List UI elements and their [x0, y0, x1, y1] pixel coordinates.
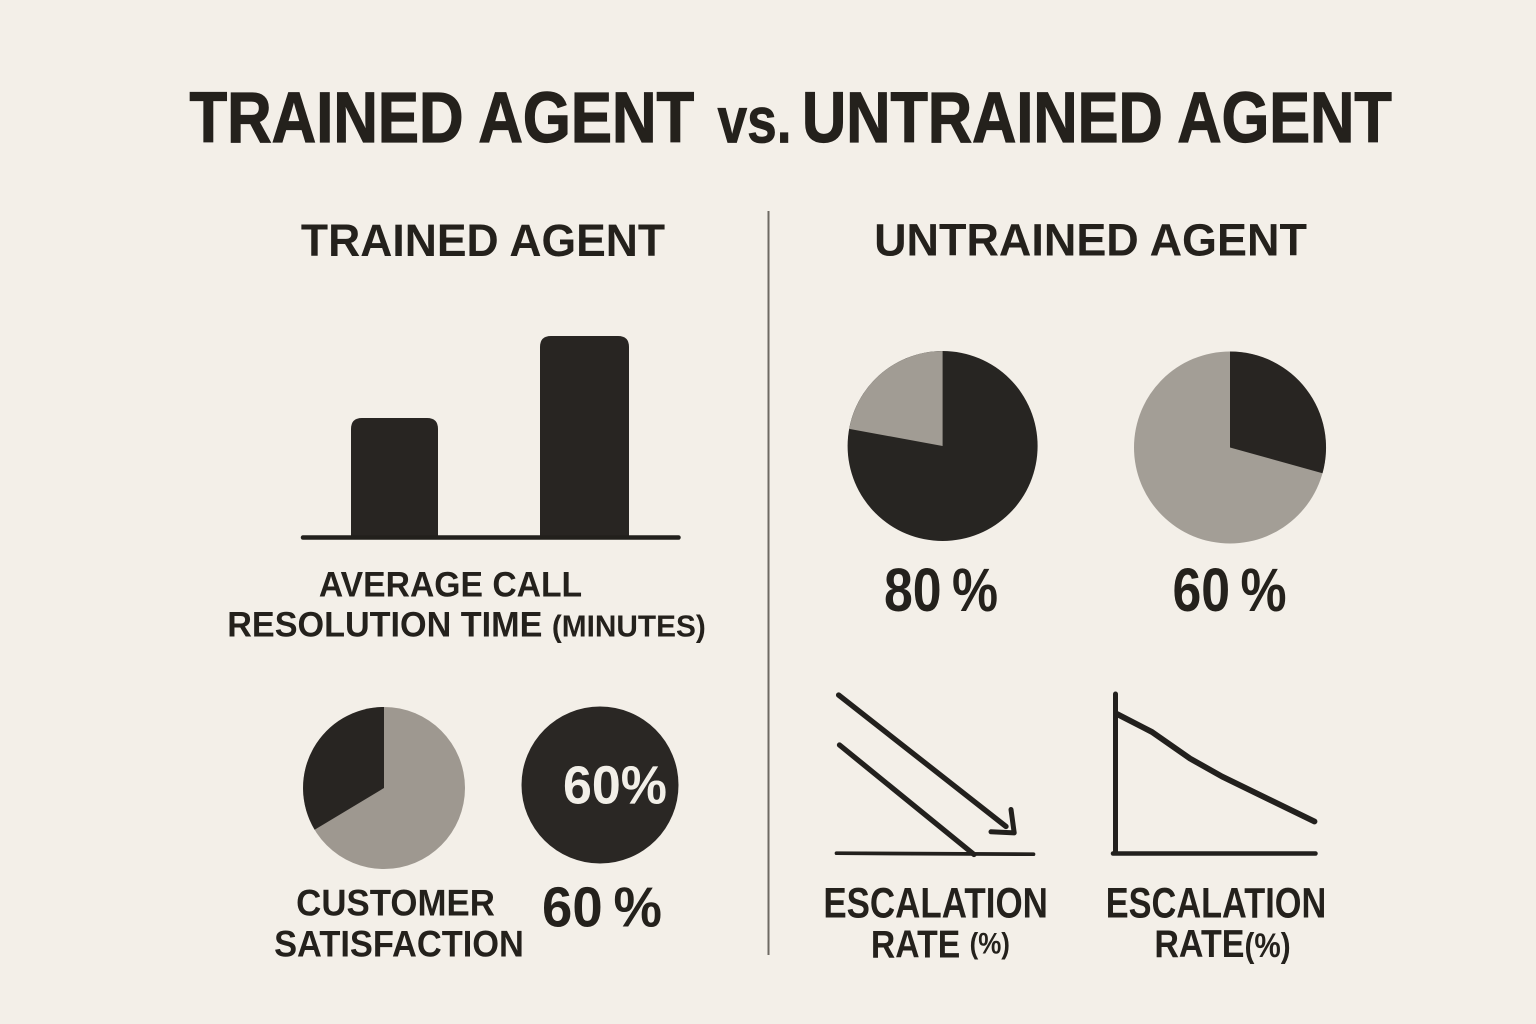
- svg-text:RATE (%): RATE (%): [871, 922, 1010, 966]
- svg-text:ESCALATION: ESCALATION: [1106, 880, 1326, 928]
- svg-text:UNTRAINED AGENT: UNTRAINED AGENT: [802, 79, 1392, 158]
- svg-text:80 %: 80 %: [884, 556, 998, 624]
- svg-text:TRAINED AGENT: TRAINED AGENT: [301, 214, 665, 266]
- svg-text:UNTRAINED AGENT: UNTRAINED AGENT: [874, 214, 1307, 265]
- svg-text:CUSTOMER: CUSTOMER: [296, 881, 495, 923]
- svg-text:TRAINED AGENT: TRAINED AGENT: [190, 79, 695, 158]
- svg-text:SATISFACTION: SATISFACTION: [274, 922, 524, 965]
- svg-text:ESCALATION: ESCALATION: [823, 880, 1048, 927]
- svg-text:60 %: 60 %: [542, 875, 662, 938]
- svg-text:60%: 60%: [563, 756, 667, 816]
- svg-text:RESOLUTION TIME (MINUTES): RESOLUTION TIME (MINUTES): [227, 606, 706, 644]
- svg-text:60 %: 60 %: [1172, 556, 1286, 624]
- svg-text:RATE(%): RATE(%): [1154, 922, 1290, 966]
- svg-text:AVERAGE CALL: AVERAGE CALL: [319, 566, 582, 605]
- svg-text:vs.: vs.: [718, 84, 792, 157]
